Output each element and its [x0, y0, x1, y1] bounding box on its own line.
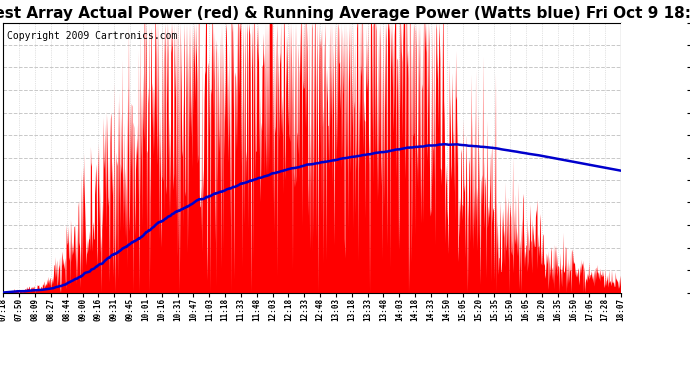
- Text: West Array Actual Power (red) & Running Average Power (Watts blue) Fri Oct 9 18:: West Array Actual Power (red) & Running …: [0, 6, 690, 21]
- Text: Copyright 2009 Cartronics.com: Copyright 2009 Cartronics.com: [6, 31, 177, 40]
